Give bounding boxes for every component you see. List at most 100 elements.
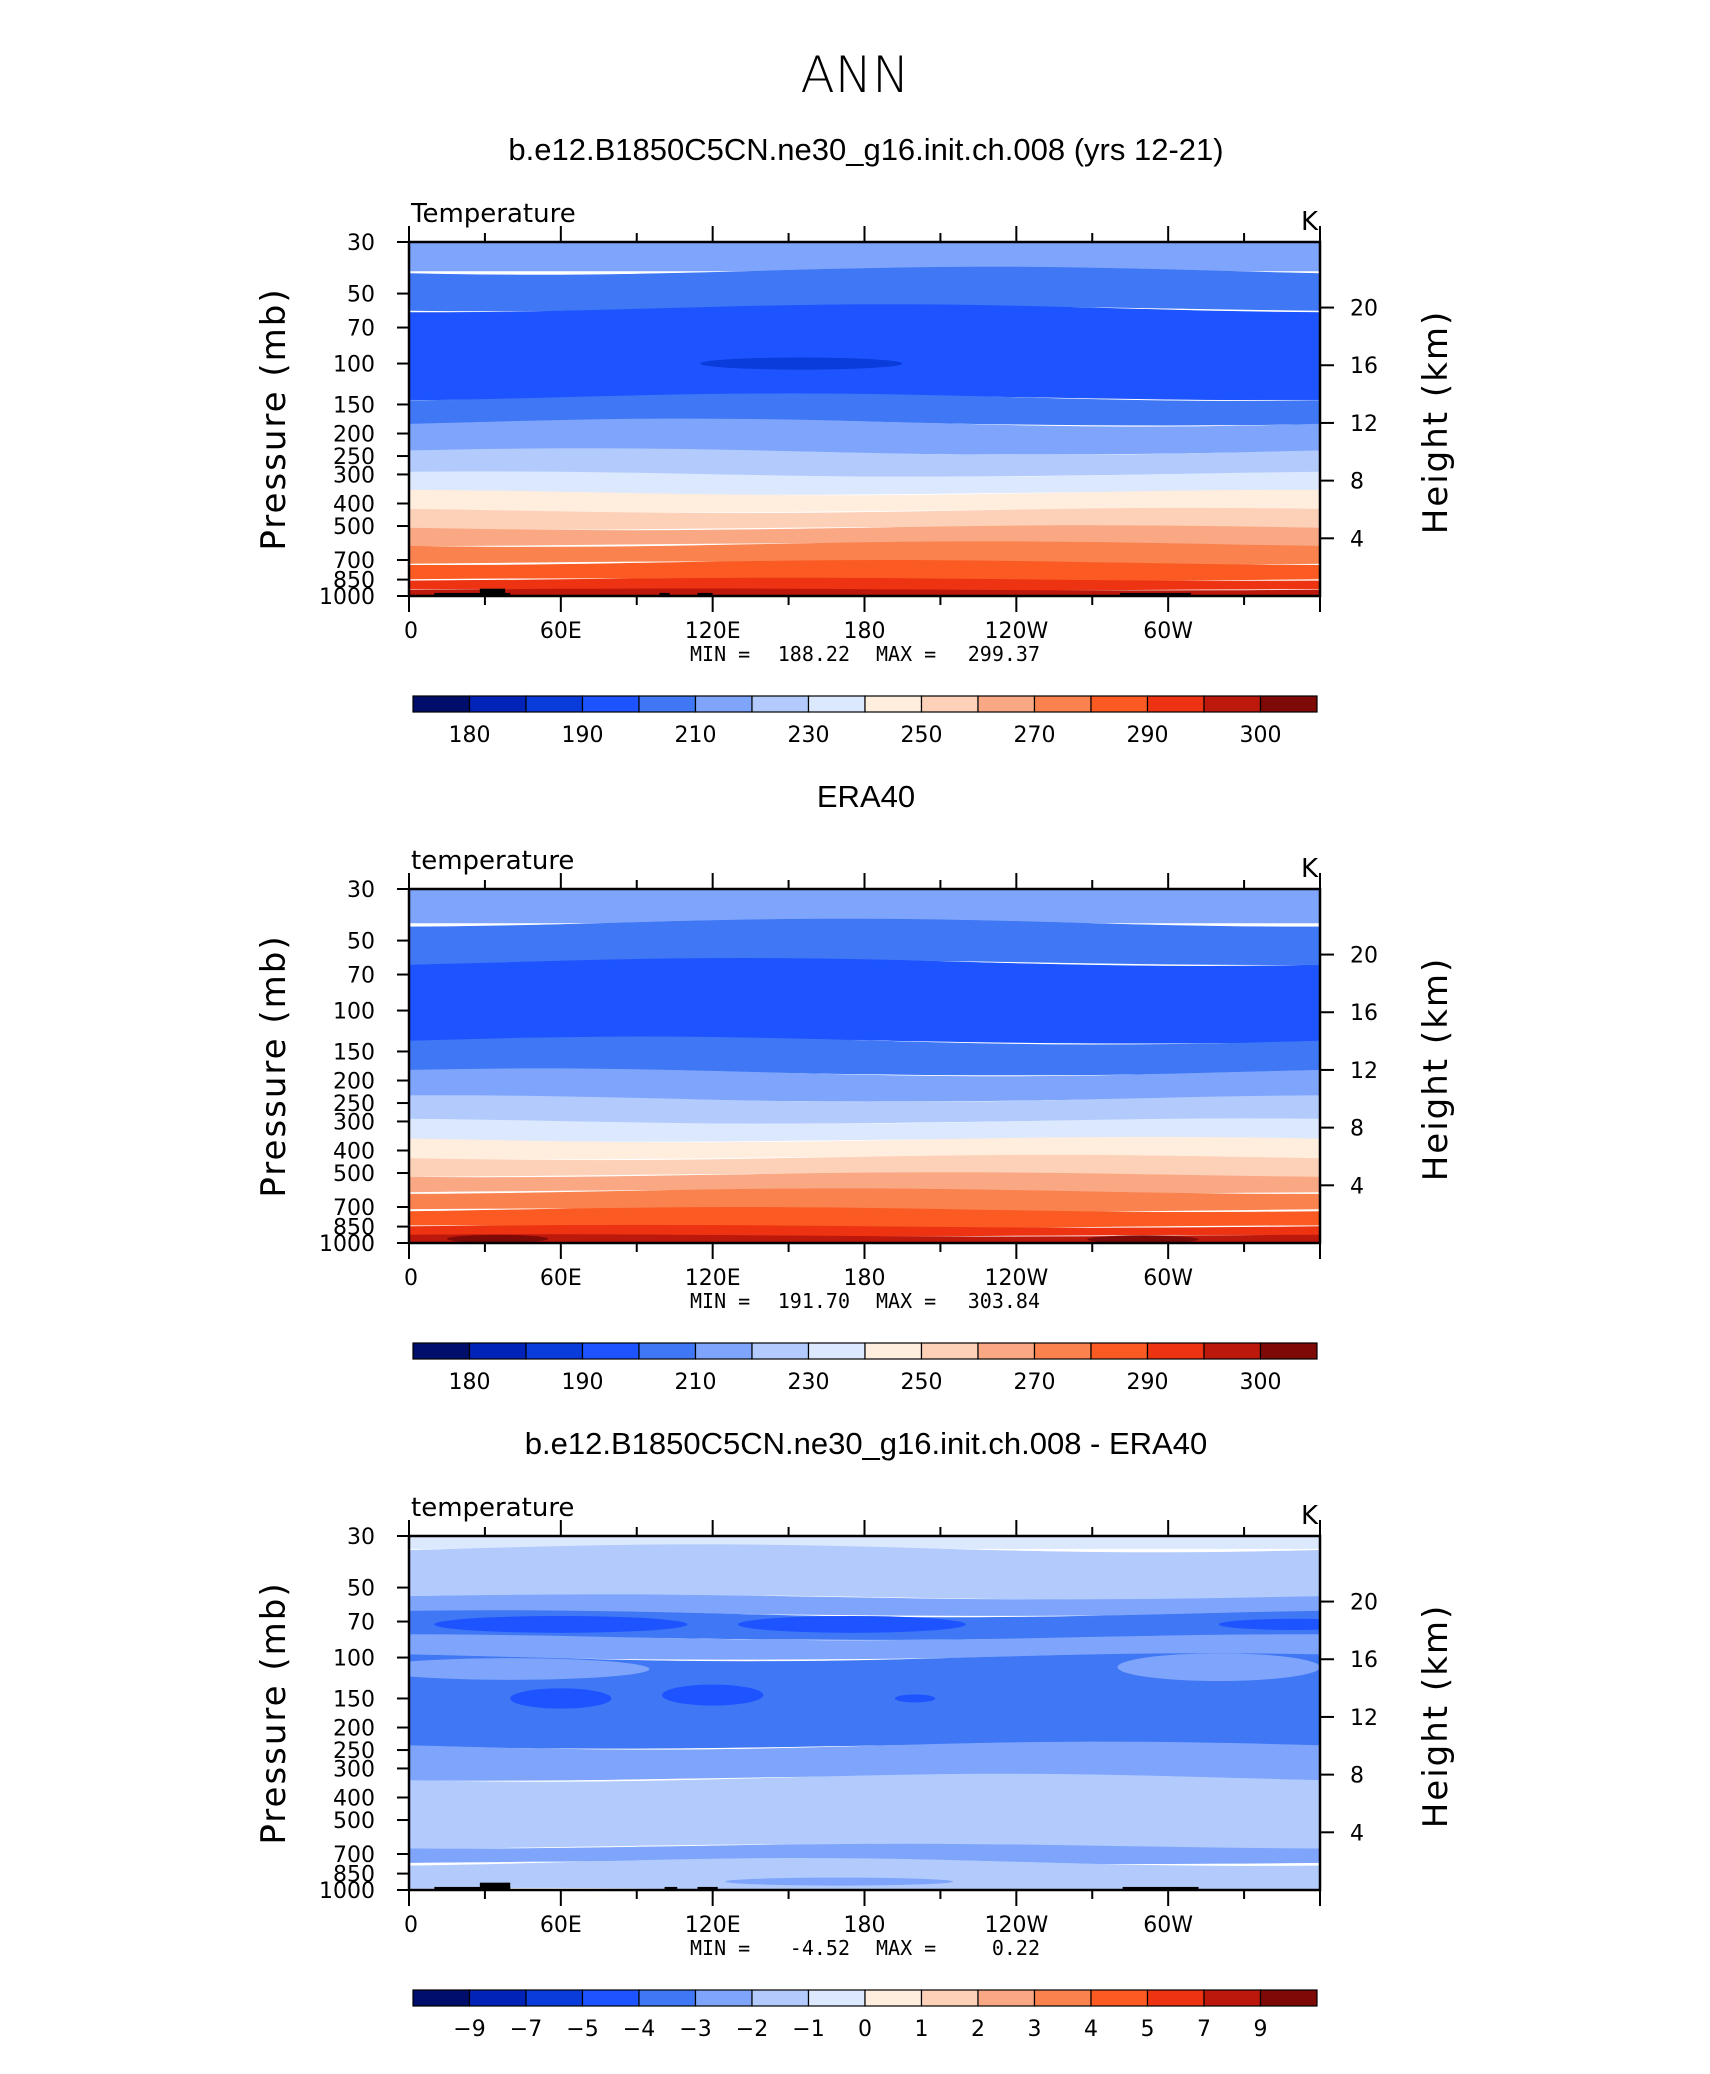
colorbar-swatch [525,695,584,713]
contour-field [409,1536,1320,1890]
contour-band [409,1653,1320,1749]
terrain-mask [434,1886,511,1890]
colorbar-swatch [581,1989,640,2007]
max-label: MAX = [876,642,936,666]
colorbar-label: 180 [449,723,491,748]
colorbar-swatch [1033,1342,1092,1360]
y-tick-label: 100 [333,1000,375,1025]
contour-field [409,889,1320,1243]
min-label: MIN = [690,1936,750,1960]
colorbar-swatch [1146,695,1205,713]
colorbar-swatch [977,1342,1036,1360]
colorbar-label: 270 [1014,723,1056,748]
y2-axis-label: Height (km) [1416,1604,1456,1829]
colorbar-swatch [1203,695,1262,713]
y-tick-label: 300 [333,1757,375,1782]
colorbar-swatch [1090,1989,1149,2007]
colorbar-label: 4 [1084,2017,1098,2042]
y-tick-label: 500 [333,1162,375,1187]
colorbar-swatch [751,695,810,713]
colorbar-label: −3 [679,2017,711,2042]
y-tick-label: 50 [347,1577,375,1602]
colorbar-swatch [525,1342,584,1360]
colorbar-swatch [1259,1342,1318,1360]
colorbar-swatch [468,695,527,713]
y-tick-label: 50 [347,930,375,955]
y-tick-label: 1000 [319,1232,375,1257]
y-tick-label: 30 [347,231,375,256]
contour-cell [1087,1235,1199,1243]
colorbar-swatch [412,1342,471,1360]
min-label: MIN = [690,642,750,666]
contour-band [409,1544,1320,1600]
contour-band [409,1154,1320,1177]
x-tick-label: 60W [1143,1913,1193,1938]
colorbar-label: 230 [788,723,830,748]
contour-band [409,1773,1320,1850]
colorbar-swatch [864,695,923,713]
x-tick-label: 0 [404,1913,418,1938]
y-tick-label: 400 [333,1786,375,1811]
y-tick-label: 500 [333,515,375,540]
height-tick-label: 20 [1350,297,1378,322]
units-label: K [1301,854,1319,884]
terrain-mask [697,1886,718,1890]
colorbar-swatch [1259,695,1318,713]
colorbar-label: 190 [562,1370,604,1395]
colorbar-swatch [412,1989,471,2007]
height-tick-label: 8 [1350,1117,1364,1142]
contour-band [409,541,1320,565]
colorbar-label: −5 [566,2017,598,2042]
panel-title: ERA40 [817,779,915,814]
y-tick-label: 150 [333,1687,375,1712]
colorbar-label: 2 [971,2017,985,2042]
x-tick-label: 120W [984,1913,1048,1938]
contour-band [409,918,1320,966]
y-axis-label: Pressure (mb) [254,287,294,550]
contour-band [409,889,1320,924]
colorbar-label: 7 [1197,2017,1211,2042]
x-tick-label: 180 [844,1266,886,1291]
max-value: 303.84 [968,1289,1040,1313]
variable-label: temperature [411,846,574,876]
colorbar-swatch [920,695,979,713]
y-tick-label: 250 [333,445,375,470]
colorbar-swatch [920,1989,979,2007]
y-tick-label: 150 [333,1040,375,1065]
y-tick-label: 400 [333,1139,375,1164]
terrain-mask [434,592,511,596]
terrain-mask [479,588,506,596]
y2-axis-label: Height (km) [1416,957,1456,1182]
y-tick-label: 70 [347,964,375,989]
y-tick-label: 850 [333,569,375,594]
colorbar-swatch [807,1342,866,1360]
x-tick-label: 0 [404,619,418,644]
colorbar-label: 250 [901,1370,943,1395]
max-label: MAX = [876,1936,936,1960]
colorbar-label: 300 [1240,723,1282,748]
colorbar-label: −1 [792,2017,824,2042]
colorbar-label: 0 [858,2017,872,2042]
colorbar-label: −7 [510,2017,542,2042]
colorbar-swatch [412,695,471,713]
colorbar: 180 190 210 230 250 270 290 300 [412,695,1318,748]
x-tick-label: 120E [685,1266,741,1291]
colorbar-label: 290 [1127,723,1169,748]
colorbar-swatch [1146,1342,1205,1360]
figure-title: ANN [800,46,909,104]
colorbar-label: 250 [901,723,943,748]
contour-cell [700,357,903,370]
x-tick-label: 0 [404,1266,418,1291]
colorbar-label: 1 [915,2017,929,2042]
height-tick-label: 20 [1350,1591,1378,1616]
y-tick-label: 70 [347,317,375,342]
colorbar-swatch [638,695,697,713]
colorbar-label: 290 [1127,1370,1169,1395]
panel-title: b.e12.B1850C5CN.ne30_g16.init.ch.008 - E… [525,1426,1207,1461]
y-tick-label: 100 [333,1647,375,1672]
colorbar-swatch [977,695,1036,713]
y-tick-label: 1000 [319,1879,375,1904]
min-value: 191.70 [778,1289,850,1313]
height-tick-label: 16 [1350,1001,1378,1026]
